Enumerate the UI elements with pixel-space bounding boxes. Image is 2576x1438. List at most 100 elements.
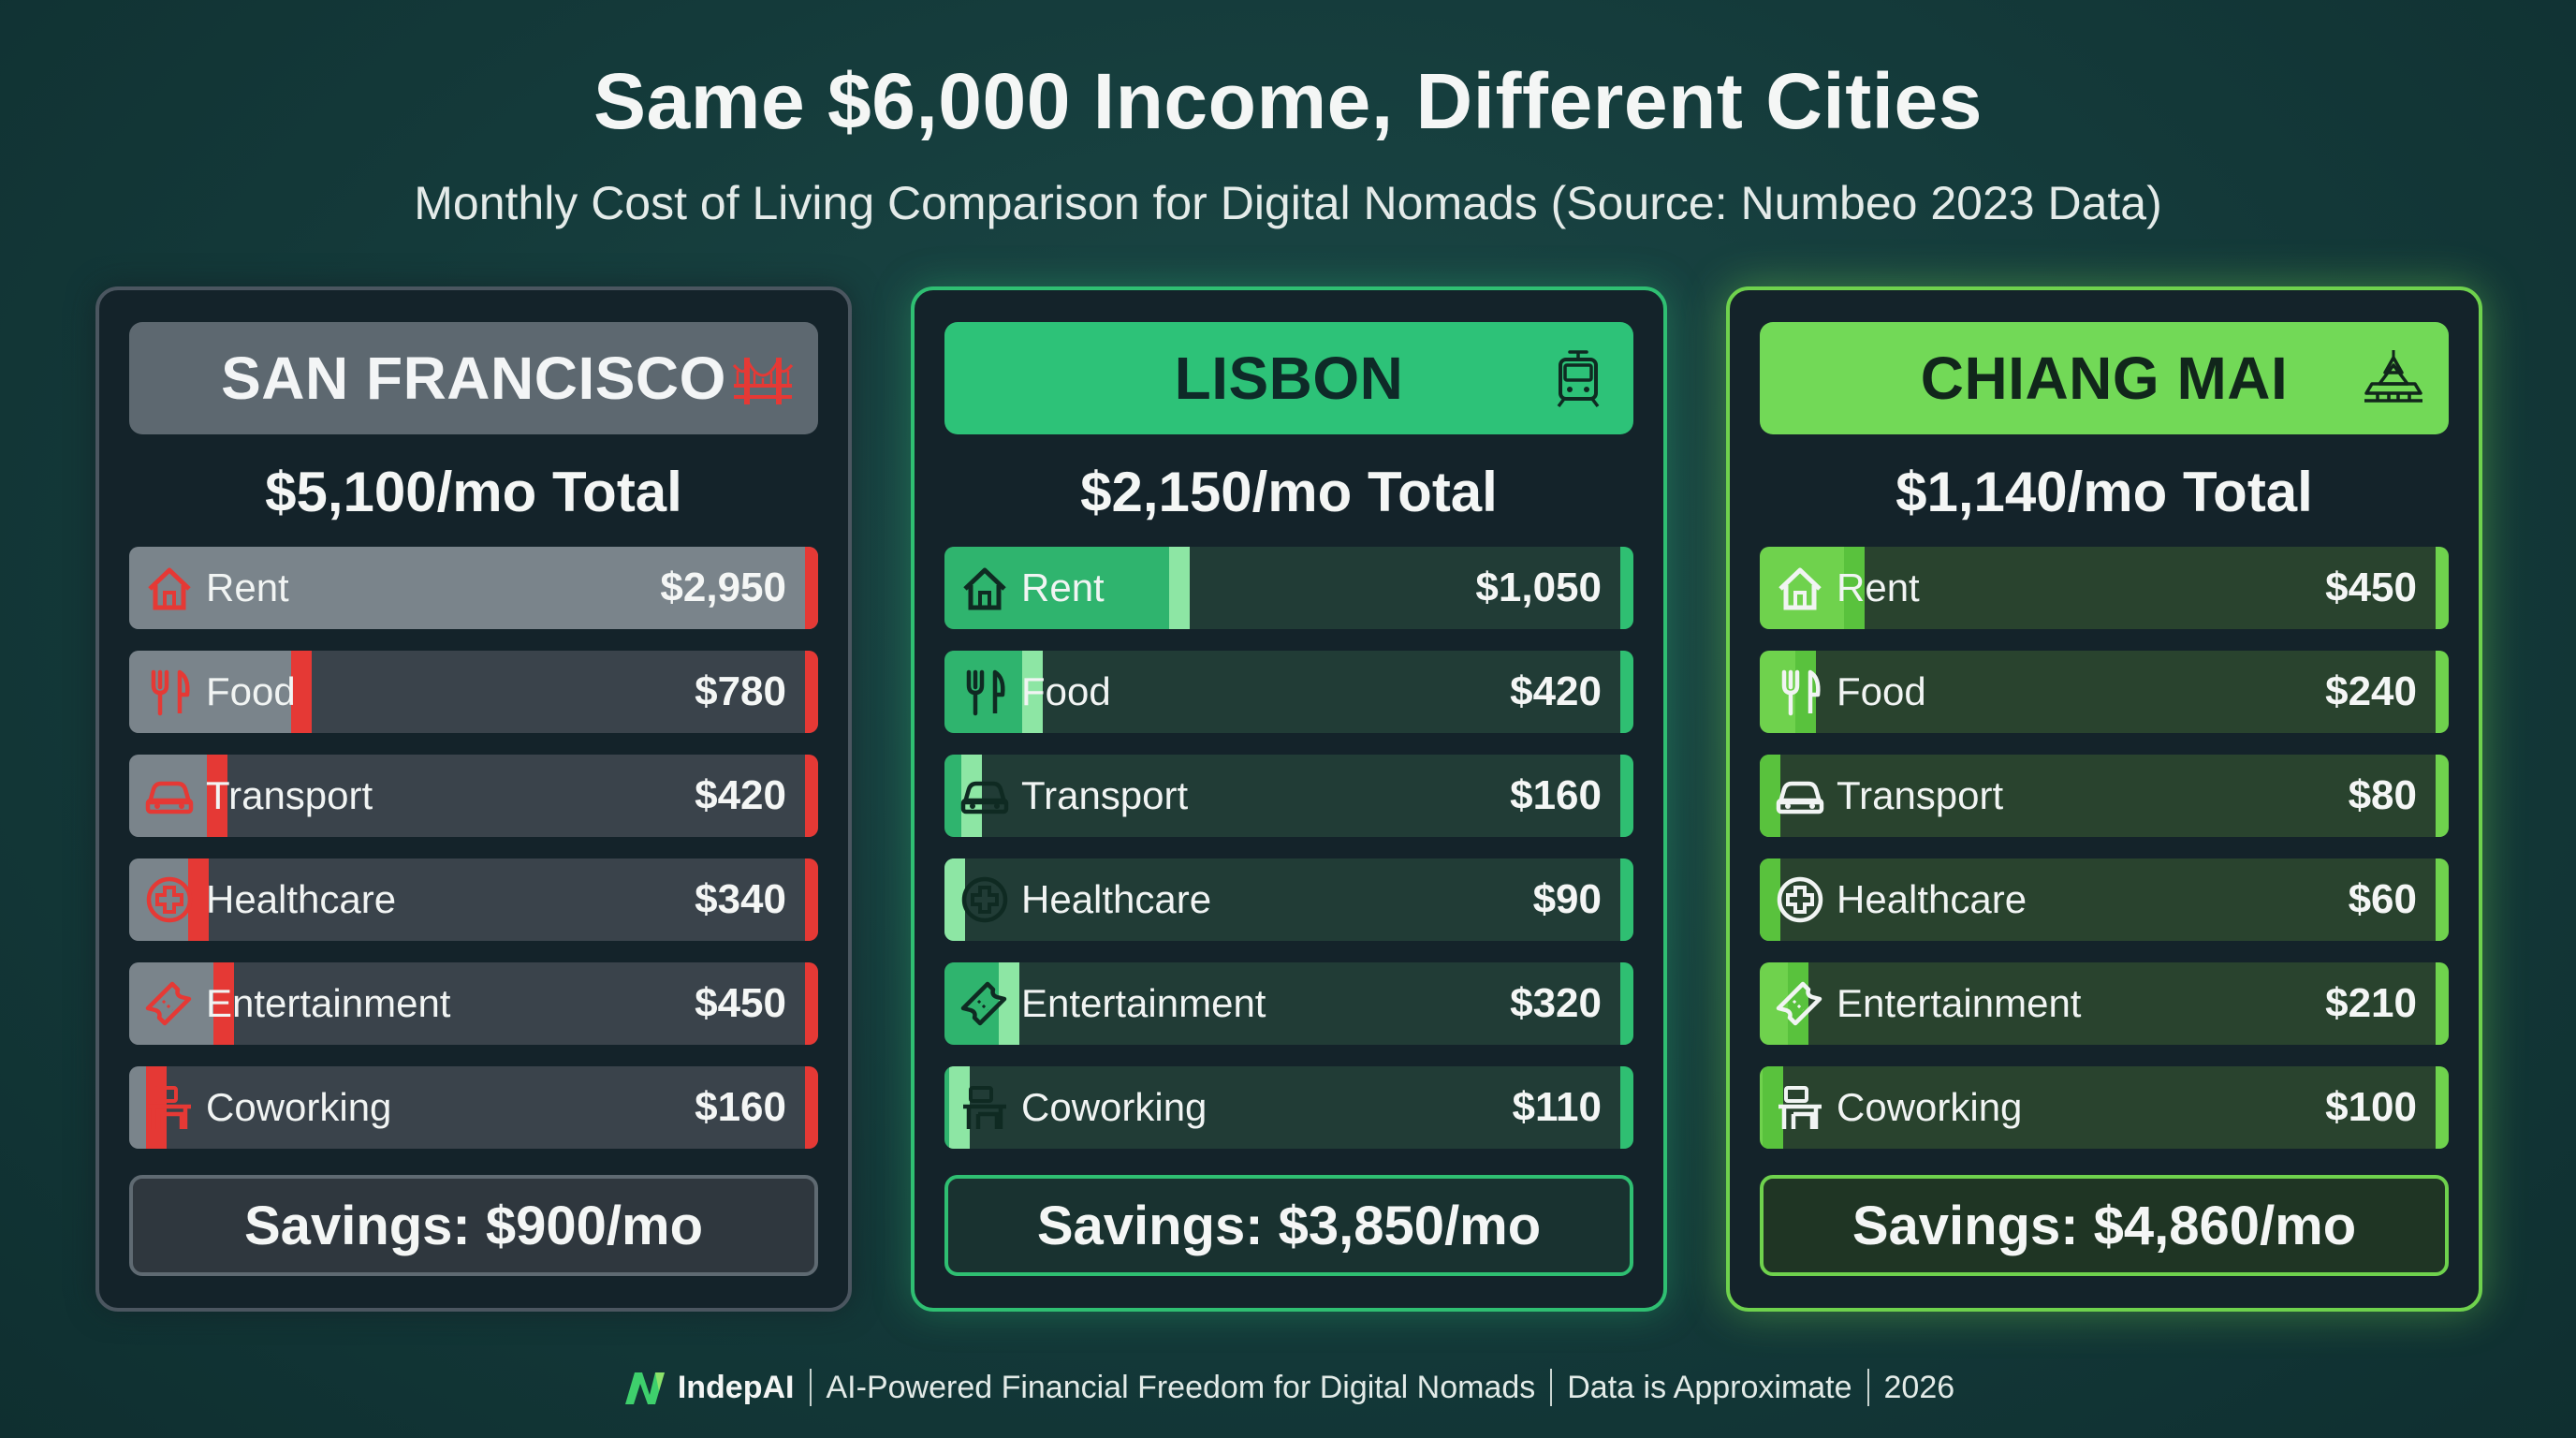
house-icon [148, 567, 191, 610]
data-label: $780 [695, 668, 786, 714]
category-label: Healthcare [1021, 877, 1212, 921]
city-panel: CHIANG MAI $1,140/mo Total Rent $450 Food $24… [1726, 286, 2482, 1312]
city-header: CHIANG MAI [1760, 322, 2449, 434]
expense-row-healthcare: Healthcare $60 [1760, 858, 2449, 941]
footer: IndepAI AI-Powered Financial Freedom for… [0, 1359, 2576, 1416]
bar-tip [1760, 858, 1780, 941]
data-label: $450 [2325, 565, 2417, 610]
data-label: $80 [2348, 772, 2417, 818]
city-header: SAN FRANCISCO [129, 322, 818, 434]
bar-tip [999, 962, 1019, 1045]
data-label: $160 [695, 1084, 786, 1130]
city-name: CHIANG MAI [1920, 345, 2289, 412]
car-icon [1776, 781, 1824, 814]
bar-tip [1169, 547, 1190, 629]
ticket-icon [1776, 981, 1822, 1026]
bar-endcap [805, 547, 818, 629]
medical-cross-icon [146, 876, 193, 923]
expense-row-coworking: Coworking $160 [129, 1066, 818, 1149]
ticket-icon [960, 981, 1007, 1026]
data-label: $2,950 [660, 565, 786, 610]
category-label: Coworking [1837, 1085, 2023, 1129]
fork-knife-icon [966, 669, 1005, 716]
bar-endcap [805, 651, 818, 733]
footer-divider [1550, 1369, 1553, 1406]
bar-endcap [2436, 962, 2449, 1045]
data-label: $160 [1510, 772, 1602, 818]
category-label: Food [206, 669, 296, 713]
house-icon [963, 567, 1006, 610]
footer-tagline: AI-Powered Financial Freedom for Digital… [826, 1369, 1536, 1405]
car-icon [960, 781, 1009, 814]
expense-row-food: Food $420 [944, 651, 1633, 733]
medical-cross-icon [961, 876, 1008, 923]
bar-tip [949, 1066, 970, 1149]
desk-icon [963, 1086, 1006, 1129]
bar-endcap [1620, 1066, 1633, 1149]
savings-box: Savings: $4,860/mo [1760, 1175, 2449, 1276]
data-label: $100 [2325, 1084, 2417, 1130]
chart-subtitle: Monthly Cost of Living Comparison for Di… [414, 177, 2162, 229]
bar-endcap [2436, 1066, 2449, 1149]
savings-box: Savings: $900/mo [129, 1175, 818, 1276]
category-label: Coworking [1021, 1085, 1208, 1129]
fork-knife-icon [151, 669, 190, 716]
expense-row-coworking: Coworking $110 [944, 1066, 1633, 1149]
bar-endcap [1620, 755, 1633, 837]
data-label: $240 [2325, 668, 2417, 714]
bar-endcap [2436, 547, 2449, 629]
footer-divider [809, 1369, 812, 1406]
expense-row-coworking: Coworking $100 [1760, 1066, 2449, 1149]
category-label: Rent [1837, 565, 1920, 609]
city-total: $2,150/mo Total [1080, 461, 1498, 523]
bar-tip [1760, 755, 1780, 837]
bar-endcap [2436, 651, 2449, 733]
expense-row-food: Food $780 [129, 651, 818, 733]
bar-endcap [1620, 962, 1633, 1045]
house-icon [1778, 567, 1822, 610]
data-label: $420 [1510, 668, 1602, 714]
bar-endcap [2436, 858, 2449, 941]
city-name: LISBON [1174, 345, 1404, 412]
expense-row-rent: Rent $1,050 [944, 547, 1633, 629]
city-total: $1,140/mo Total [1895, 461, 2313, 523]
category-label: Rent [206, 565, 289, 609]
expense-row-food: Food $240 [1760, 651, 2449, 733]
category-label: Entertainment [206, 981, 451, 1025]
category-label: Transport [1837, 773, 2004, 817]
bar-tip [961, 755, 982, 837]
city-panels: SAN FRANCISCO $5,100/mo Total Rent $2,950 Fo… [95, 286, 2482, 1312]
bar-tip [291, 651, 312, 733]
bar-endcap [2436, 755, 2449, 837]
expense-row-healthcare: Healthcare $340 [129, 858, 818, 941]
bar-tip [188, 858, 209, 941]
category-label: Transport [1021, 773, 1189, 817]
savings-box: Savings: $3,850/mo [944, 1175, 1633, 1276]
bar-tip [1763, 1066, 1783, 1149]
bar-tip [213, 962, 234, 1045]
city-header: LISBON [944, 322, 1633, 434]
category-label: Entertainment [1021, 981, 1266, 1025]
expense-rows: Rent $1,050 Food $420 Transport $160 Healthcar… [944, 547, 1633, 1149]
expense-row-entertainment: Entertainment $320 [944, 962, 1633, 1045]
category-label: Entertainment [1837, 981, 2082, 1025]
expense-row-transport: Transport $160 [944, 755, 1633, 837]
tram-icon [1557, 350, 1600, 408]
data-label: $340 [695, 876, 786, 922]
bar-tip [944, 858, 965, 941]
category-label: Rent [1021, 565, 1105, 609]
bar-tip [207, 755, 227, 837]
car-icon [145, 781, 194, 814]
category-label: Healthcare [1837, 877, 2027, 921]
expense-row-rent: Rent $2,950 [129, 547, 818, 629]
category-label: Healthcare [206, 877, 397, 921]
ticket-icon [145, 981, 192, 1026]
category-label: Food [1021, 669, 1111, 713]
desk-icon [148, 1086, 191, 1129]
category-label: Coworking [206, 1085, 392, 1129]
expense-rows: Rent $450 Food $240 Transport $80 Healthcare $6… [1760, 547, 2449, 1149]
expense-row-entertainment: Entertainment $450 [129, 962, 818, 1045]
data-label: $450 [695, 980, 786, 1026]
expense-row-healthcare: Healthcare $90 [944, 858, 1633, 941]
desk-icon [1778, 1086, 1822, 1129]
